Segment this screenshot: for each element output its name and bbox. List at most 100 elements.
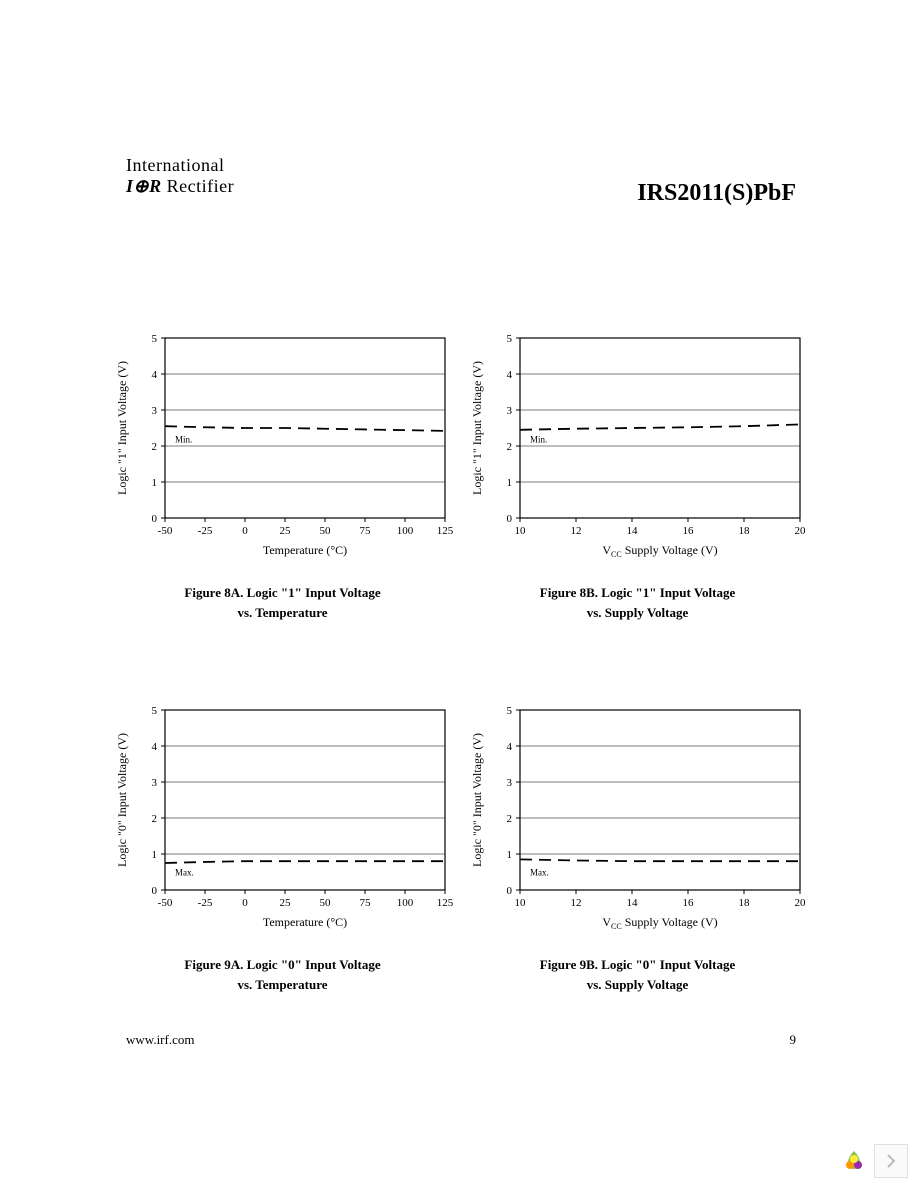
svg-text:VCC Supply Voltage (V): VCC Supply Voltage (V) xyxy=(602,543,717,559)
caption-line1: Figure 8B. Logic "1" Input Voltage xyxy=(465,583,810,603)
svg-text:5: 5 xyxy=(507,333,513,345)
svg-text:0: 0 xyxy=(242,525,248,537)
svg-text:2: 2 xyxy=(507,441,513,453)
svg-text:50: 50 xyxy=(320,897,332,909)
charts-grid: 012345-50-250255075100125Min.Temperature… xyxy=(110,330,810,1074)
caption-line1: Figure 8A. Logic "1" Input Voltage xyxy=(110,583,455,603)
svg-text:12: 12 xyxy=(571,897,582,909)
chart-9a-svg: 012345-50-250255075100125Max.Temperature… xyxy=(110,702,455,932)
svg-text:1: 1 xyxy=(152,849,158,861)
chart-9b-svg: 012345101214161820Max.VCC Supply Voltage… xyxy=(465,702,810,932)
svg-text:0: 0 xyxy=(242,897,248,909)
svg-text:5: 5 xyxy=(152,333,158,345)
svg-text:4: 4 xyxy=(152,741,158,753)
svg-text:125: 125 xyxy=(437,525,454,537)
svg-text:-50: -50 xyxy=(158,897,173,909)
viewer-logo-icon xyxy=(840,1147,868,1175)
svg-text:VCC Supply Voltage (V): VCC Supply Voltage (V) xyxy=(602,915,717,931)
nav-widget xyxy=(840,1144,908,1178)
page-header: International I⊕R Rectifier IRS2011(S)Pb… xyxy=(126,155,796,225)
svg-text:12: 12 xyxy=(571,525,582,537)
svg-text:16: 16 xyxy=(683,525,695,537)
svg-text:100: 100 xyxy=(397,525,414,537)
logo-line2: I⊕R Rectifier xyxy=(126,176,234,197)
chevron-right-icon xyxy=(886,1154,896,1168)
chart-9a-caption: Figure 9A. Logic "0" Input Voltage vs. T… xyxy=(110,955,455,994)
part-number: IRS2011(S)PbF xyxy=(637,180,796,207)
chart-8b: 012345101214161820Min.VCC Supply Voltage… xyxy=(465,330,810,622)
company-logo: International I⊕R Rectifier xyxy=(126,155,234,197)
svg-text:Min.: Min. xyxy=(175,434,192,444)
svg-text:18: 18 xyxy=(739,897,751,909)
caption-line2: vs. Temperature xyxy=(110,975,455,995)
chart-9b: 012345101214161820Max.VCC Supply Voltage… xyxy=(465,702,810,994)
caption-line1: Figure 9A. Logic "0" Input Voltage xyxy=(110,955,455,975)
footer-page-number: 9 xyxy=(790,1032,797,1048)
svg-text:18: 18 xyxy=(739,525,751,537)
svg-text:Logic "1" Input Voltage (V): Logic "1" Input Voltage (V) xyxy=(115,361,129,495)
svg-text:10: 10 xyxy=(515,897,527,909)
svg-text:14: 14 xyxy=(627,525,639,537)
svg-text:Max.: Max. xyxy=(530,868,549,878)
svg-text:Temperature (°C): Temperature (°C) xyxy=(263,543,347,557)
chart-8a-caption: Figure 8A. Logic "1" Input Voltage vs. T… xyxy=(110,583,455,622)
chart-row-1: 012345-50-250255075100125Min.Temperature… xyxy=(110,330,810,622)
svg-text:75: 75 xyxy=(360,897,372,909)
logo-ior-symbol: ⊕ xyxy=(134,176,150,196)
svg-text:3: 3 xyxy=(507,405,513,417)
svg-text:100: 100 xyxy=(397,897,414,909)
svg-text:75: 75 xyxy=(360,525,372,537)
svg-text:20: 20 xyxy=(795,897,807,909)
page-container: International I⊕R Rectifier IRS2011(S)Pb… xyxy=(0,0,918,1188)
svg-text:1: 1 xyxy=(507,477,513,489)
svg-text:20: 20 xyxy=(795,525,807,537)
svg-text:2: 2 xyxy=(152,441,158,453)
next-page-button[interactable] xyxy=(874,1144,908,1178)
svg-text:-25: -25 xyxy=(198,525,213,537)
svg-text:Temperature (°C): Temperature (°C) xyxy=(263,915,347,929)
svg-text:Max.: Max. xyxy=(175,868,194,878)
svg-text:1: 1 xyxy=(152,477,158,489)
chart-9b-caption: Figure 9B. Logic "0" Input Voltage vs. S… xyxy=(465,955,810,994)
svg-text:3: 3 xyxy=(152,405,158,417)
svg-text:4: 4 xyxy=(152,369,158,381)
svg-text:125: 125 xyxy=(437,897,454,909)
svg-text:1: 1 xyxy=(507,849,513,861)
footer-url: www.irf.com xyxy=(126,1032,194,1048)
svg-text:Min.: Min. xyxy=(530,434,547,444)
svg-text:3: 3 xyxy=(507,777,513,789)
svg-text:4: 4 xyxy=(507,741,513,753)
caption-line1: Figure 9B. Logic "0" Input Voltage xyxy=(465,955,810,975)
svg-text:16: 16 xyxy=(683,897,695,909)
svg-text:0: 0 xyxy=(152,513,158,525)
svg-text:25: 25 xyxy=(280,525,292,537)
logo-line1: International xyxy=(126,155,234,176)
chart-row-2: 012345-50-250255075100125Max.Temperature… xyxy=(110,702,810,994)
svg-text:-25: -25 xyxy=(198,897,213,909)
chart-8a: 0 1 2 3 4 5 -50 -25 0 25 50 75 100 125 Min. Temperature… xyxy=(110,330,455,622)
chart-8a-svg: 0 1 2 3 4 5 -50 -25 0 25 50 75 100 125 Min. Temperature… xyxy=(110,330,455,560)
svg-text:2: 2 xyxy=(152,813,158,825)
svg-text:-50: -50 xyxy=(158,525,173,537)
svg-text:0: 0 xyxy=(507,885,513,897)
svg-text:Logic "1" Input Voltage (V): Logic "1" Input Voltage (V) xyxy=(470,361,484,495)
page-footer: www.irf.com 9 xyxy=(126,1032,796,1048)
logo-ior-r: R xyxy=(149,176,162,196)
svg-text:5: 5 xyxy=(507,705,513,717)
caption-line2: vs. Supply Voltage xyxy=(465,603,810,623)
logo-rectifier: Rectifier xyxy=(167,176,234,196)
caption-line2: vs. Temperature xyxy=(110,603,455,623)
svg-text:14: 14 xyxy=(627,897,639,909)
svg-text:2: 2 xyxy=(507,813,513,825)
chart-8b-svg: 012345101214161820Min.VCC Supply Voltage… xyxy=(465,330,810,560)
svg-text:25: 25 xyxy=(280,897,292,909)
svg-text:Logic "0" Input Voltage (V): Logic "0" Input Voltage (V) xyxy=(115,733,129,867)
svg-text:3: 3 xyxy=(152,777,158,789)
svg-text:50: 50 xyxy=(320,525,332,537)
svg-text:4: 4 xyxy=(507,369,513,381)
chart-9a: 012345-50-250255075100125Max.Temperature… xyxy=(110,702,455,994)
svg-text:10: 10 xyxy=(515,525,527,537)
svg-text:0: 0 xyxy=(152,885,158,897)
svg-text:0: 0 xyxy=(507,513,513,525)
svg-text:Logic "0" Input Voltage (V): Logic "0" Input Voltage (V) xyxy=(470,733,484,867)
